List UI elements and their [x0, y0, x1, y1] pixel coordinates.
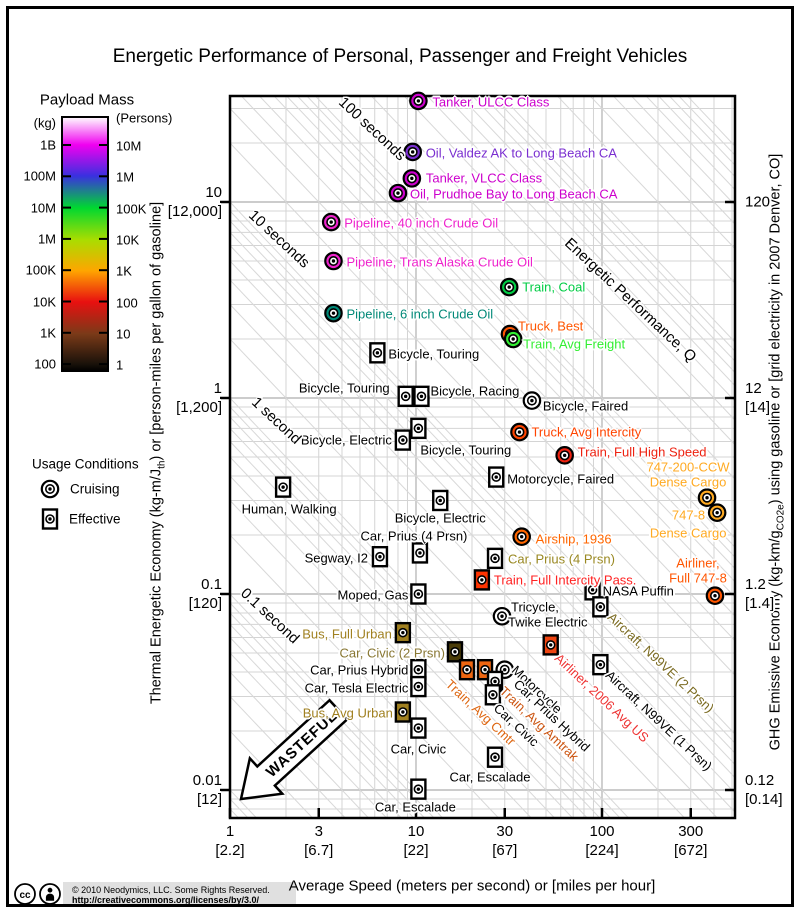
point-marker	[410, 675, 427, 698]
point-marker	[410, 417, 427, 440]
point-marker	[410, 717, 427, 739]
point-marker	[403, 142, 423, 162]
attribution-person-icon	[39, 883, 61, 905]
point-marker	[555, 446, 574, 465]
point-marker	[707, 503, 727, 522]
grid-lines	[231, 96, 735, 818]
point-marker	[584, 579, 601, 601]
point-marker	[499, 277, 519, 297]
point-marker	[409, 91, 428, 111]
cc-icon: cc	[14, 883, 36, 905]
point-marker	[488, 466, 505, 488]
point-marker	[492, 606, 512, 626]
point-marker	[592, 653, 609, 676]
point-marker	[510, 422, 529, 442]
point-marker	[542, 634, 559, 656]
point-marker	[458, 658, 476, 681]
point-marker	[473, 569, 491, 591]
point-marker	[388, 183, 408, 203]
point-marker	[321, 212, 341, 232]
performance-diagonal-lines	[231, 96, 735, 818]
point-marker	[413, 385, 430, 408]
point-marker	[394, 429, 412, 451]
point-marker	[394, 621, 412, 644]
point-marker	[486, 746, 504, 768]
point-marker	[592, 596, 609, 618]
point-marker	[274, 476, 292, 498]
point-marker	[697, 488, 717, 507]
point-marker	[705, 586, 725, 606]
point-marker	[522, 391, 542, 410]
point-marker	[411, 542, 429, 564]
point-marker	[397, 385, 414, 408]
point-marker	[446, 641, 464, 663]
point-marker	[512, 527, 531, 547]
point-marker	[324, 303, 343, 323]
wasteful-arrow	[239, 698, 349, 801]
effective-icon	[41, 508, 59, 530]
point-marker	[324, 251, 343, 271]
point-marker	[394, 701, 412, 723]
point-marker	[410, 778, 427, 800]
cruising-icon	[40, 479, 60, 499]
image-border	[6, 6, 794, 907]
point-marker	[503, 329, 523, 349]
svg-text:cc: cc	[19, 890, 31, 901]
point-marker	[432, 489, 449, 512]
plot-frame	[228, 94, 737, 820]
point-marker	[484, 684, 502, 706]
point-marker	[369, 342, 386, 364]
point-marker	[402, 169, 422, 188]
point-marker	[371, 545, 389, 568]
point-marker	[486, 547, 504, 570]
footer-background	[63, 882, 296, 906]
point-marker	[410, 583, 427, 605]
payload-mass-colorbar	[61, 116, 109, 372]
